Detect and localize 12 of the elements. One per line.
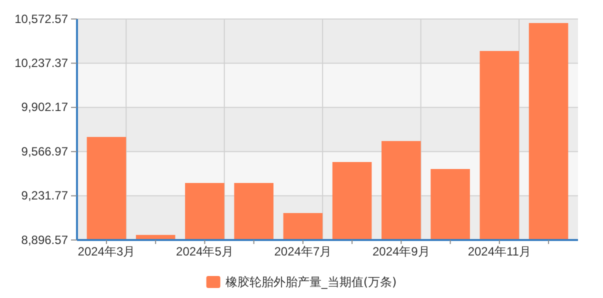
y-tick-label: 8,896.57 (21, 232, 68, 247)
y-tick-label: 9,566.97 (21, 144, 68, 158)
x-tick-label: 2024年11月 (468, 244, 531, 259)
legend-label: 橡胶轮胎外胎产量_当期值(万条) (225, 275, 397, 289)
x-tick-label: 2024年9月 (372, 244, 430, 259)
y-tick-label: 10,572.57 (14, 12, 68, 26)
x-tick-label: 2024年5月 (176, 244, 234, 259)
x-tick-label: 2024年3月 (78, 244, 136, 259)
x-tick-label: 2024年7月 (274, 244, 332, 259)
y-tick-label: 9,231.77 (21, 188, 68, 203)
y-tick-label: 10,237.37 (14, 56, 68, 70)
y-tick-label: 9,902.17 (21, 100, 68, 114)
